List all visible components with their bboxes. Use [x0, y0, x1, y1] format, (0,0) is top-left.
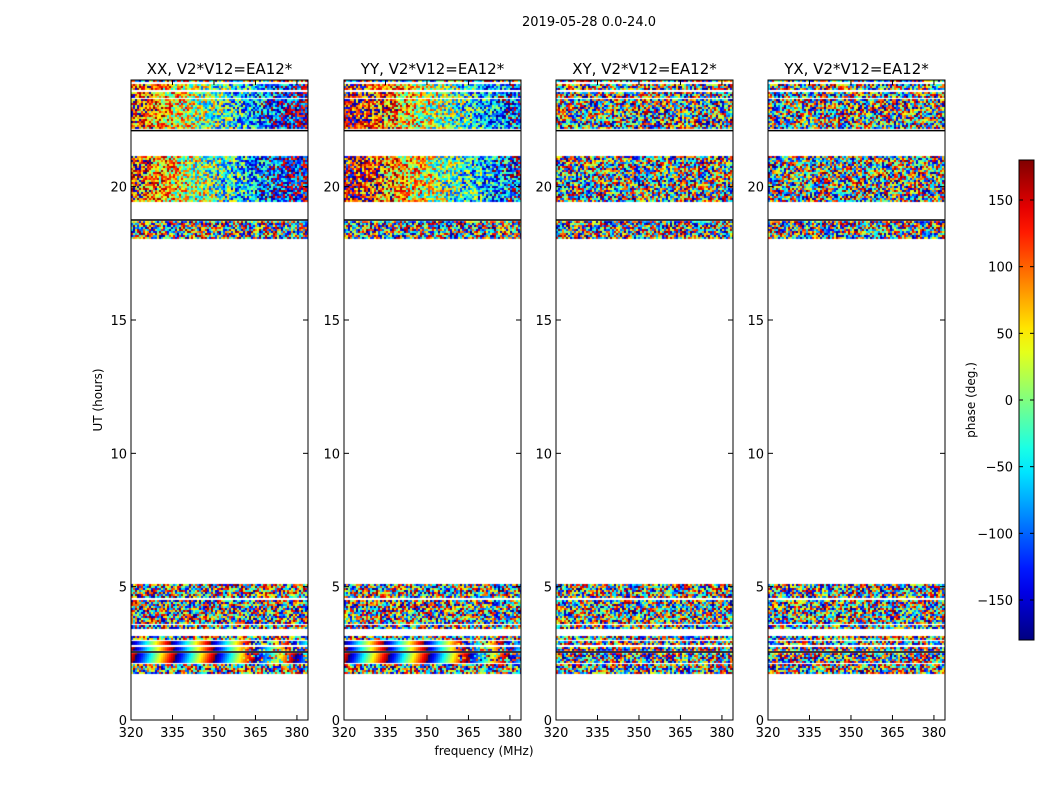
colorbar-tick-label: −100	[977, 527, 1013, 542]
x-tick-label: 350	[415, 726, 440, 741]
panel-frame	[555, 79, 734, 721]
panel-title: YY, V2*V12=EA12*	[360, 60, 505, 78]
x-tick-label: 380	[922, 726, 947, 741]
heatmap-image	[768, 80, 945, 720]
colorbar-label: phase (deg.)	[964, 362, 978, 438]
y-tick-label: 15	[535, 314, 552, 329]
x-tick-label: 320	[756, 726, 781, 741]
panel-2: YY, V2*V12=EA12* 320 335 350 365 380 0 5 10 15 20	[323, 60, 522, 741]
panel-3: XY, V2*V12=EA12* 320 335 350 365 380 0 5 10 15 20	[535, 60, 734, 741]
panel-frame	[343, 79, 522, 721]
x-tick-label: 380	[498, 726, 523, 741]
x-tick-label: 335	[797, 726, 822, 741]
y-tick-label: 5	[119, 581, 127, 596]
x-tick-label: 335	[160, 726, 185, 741]
panel-title: XY, V2*V12=EA12*	[572, 60, 717, 78]
panels: XX, V2*V12=EA12*320 335 350 365 38005101520Y…	[110, 60, 946, 741]
x-tick-label: 320	[332, 726, 357, 741]
x-tick-label: 380	[285, 726, 310, 741]
y-tick-label: 5	[332, 581, 340, 596]
y-tick-label: 10	[747, 447, 764, 462]
heatmap-image	[131, 80, 308, 720]
x-tick-label: 335	[373, 726, 398, 741]
colorbar-tick-label: 50	[996, 327, 1013, 342]
y-tick-label: 10	[110, 447, 127, 462]
y-tick-label: 20	[535, 181, 552, 196]
x-tick-label: 365	[880, 726, 905, 741]
y-tick-label: 10	[323, 447, 340, 462]
y-tick-label: 0	[332, 714, 340, 729]
y-axis-label: UT (hours)	[91, 368, 105, 431]
colorbar-tick-label: 0	[1005, 394, 1013, 409]
y-tick-label: 0	[544, 714, 552, 729]
colorbar-tick-label: 150	[988, 194, 1013, 209]
panel-frame	[767, 79, 946, 721]
x-tick-label: 335	[585, 726, 610, 741]
x-tick-label: 365	[456, 726, 481, 741]
y-tick-label: 15	[747, 314, 764, 329]
x-tick-label: 365	[668, 726, 693, 741]
panel-title: XX, V2*V12=EA12*	[147, 60, 293, 78]
panel-1: XX, V2*V12=EA12* 320 335 350 365 380 0 5 10 15 20	[110, 60, 309, 741]
x-axis-label: frequency (MHz)	[434, 744, 533, 758]
colorbar-tick-label: −150	[977, 594, 1013, 609]
colorbar-tick-label: −50	[986, 461, 1013, 476]
x-tick-label: 350	[839, 726, 864, 741]
y-tick-label: 0	[119, 714, 127, 729]
y-tick-label: 15	[110, 314, 127, 329]
x-tick-label: 350	[202, 726, 227, 741]
y-tick-label: 20	[323, 181, 340, 196]
y-tick-label: 0	[756, 714, 764, 729]
panel-4: YX, V2*V12=EA12* 320 335 350 365 380 0 5 10 15 20	[747, 60, 946, 741]
panel-title: YX, V2*V12=EA12*	[783, 60, 929, 78]
x-tick-label: 320	[544, 726, 569, 741]
figure-suptitle: 2019-05-28 0.0-24.0	[522, 15, 656, 30]
x-tick-label: 365	[243, 726, 268, 741]
x-tick-label: 320	[119, 726, 144, 741]
y-tick-label: 20	[110, 181, 127, 196]
y-tick-label: 10	[535, 447, 552, 462]
colorbar: −150 −100 −50 0 50 100 150	[977, 159, 1035, 641]
y-tick-label: 15	[323, 314, 340, 329]
y-tick-label: 5	[756, 581, 764, 596]
colorbar-tick-label: 100	[988, 261, 1013, 276]
y-tick-label: 20	[747, 181, 764, 196]
x-tick-label: 350	[627, 726, 652, 741]
x-tick-label: 380	[710, 726, 735, 741]
heatmap-image	[556, 80, 733, 720]
panel-frame	[130, 79, 309, 721]
heatmap-image	[344, 80, 521, 720]
y-tick-label: 5	[544, 581, 552, 596]
